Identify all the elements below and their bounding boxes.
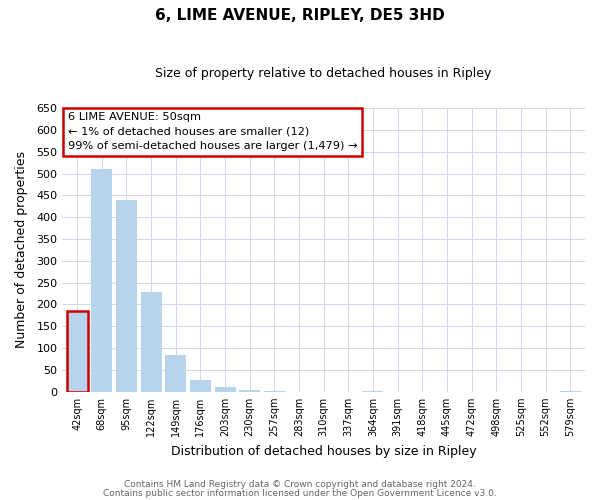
- Bar: [165, 354, 186, 392]
- Text: 6, LIME AVENUE, RIPLEY, DE5 3HD: 6, LIME AVENUE, RIPLEY, DE5 3HD: [155, 8, 445, 22]
- X-axis label: Distribution of detached houses by size in Ripley: Distribution of detached houses by size …: [171, 444, 476, 458]
- Bar: [190, 380, 211, 392]
- Y-axis label: Number of detached properties: Number of detached properties: [15, 152, 28, 348]
- Bar: [140, 292, 161, 392]
- Bar: [91, 169, 112, 392]
- Text: Contains HM Land Registry data © Crown copyright and database right 2024.: Contains HM Land Registry data © Crown c…: [124, 480, 476, 489]
- Bar: [239, 390, 260, 392]
- Bar: [67, 311, 88, 392]
- Title: Size of property relative to detached houses in Ripley: Size of property relative to detached ho…: [155, 68, 492, 80]
- Text: 6 LIME AVENUE: 50sqm
← 1% of detached houses are smaller (12)
99% of semi-detach: 6 LIME AVENUE: 50sqm ← 1% of detached ho…: [68, 112, 357, 151]
- Bar: [215, 386, 236, 392]
- Bar: [116, 200, 137, 392]
- Text: Contains public sector information licensed under the Open Government Licence v3: Contains public sector information licen…: [103, 489, 497, 498]
